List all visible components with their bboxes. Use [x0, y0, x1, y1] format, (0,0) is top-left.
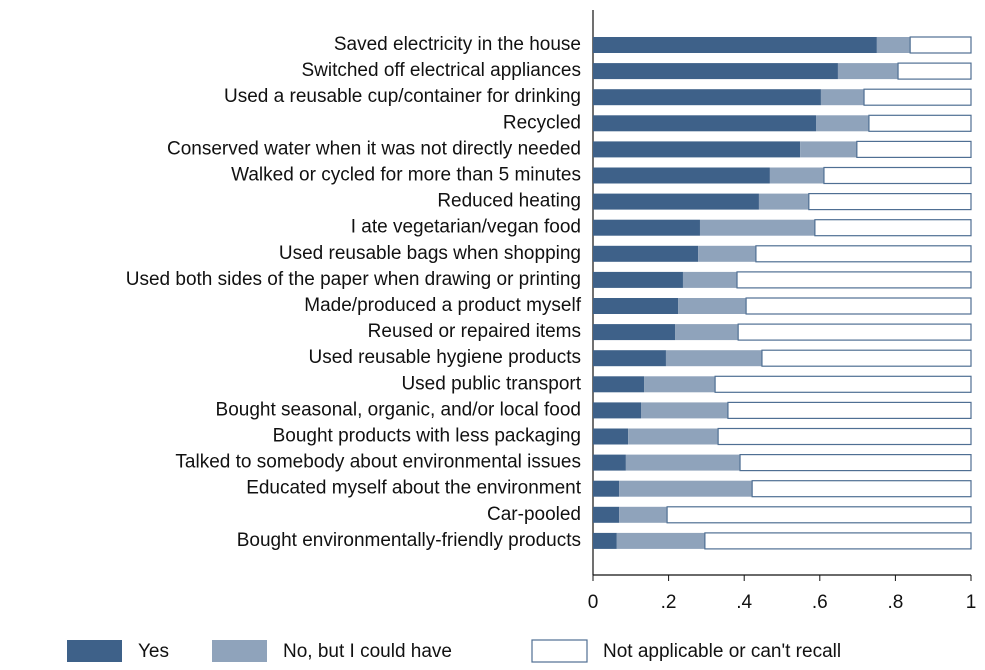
- bar-segment: [593, 37, 877, 53]
- bar-segment: [800, 141, 857, 158]
- bar-segment: [816, 115, 869, 132]
- x-tick-label: 0: [588, 592, 599, 613]
- bar-segment: [909, 36, 972, 54]
- x-tick-label: .6: [812, 592, 828, 613]
- y-tick-label: Conserved water when it was not directly…: [167, 138, 581, 159]
- bar-segment: [619, 506, 668, 523]
- bar-segment: [593, 454, 626, 471]
- y-tick-label: Reused or repaired items: [368, 321, 581, 342]
- bar-segment: [736, 271, 972, 289]
- y-tick-label: I ate vegetarian/vegan food: [351, 217, 581, 238]
- bar-segment: [769, 167, 824, 184]
- y-tick-label: Talked to somebody about environmental i…: [175, 452, 581, 473]
- bar-segment: [593, 480, 620, 497]
- legend-label: No, but I could have: [283, 641, 452, 662]
- bar-segment: [665, 350, 762, 367]
- legend-label: Yes: [138, 641, 169, 662]
- bar-segment: [823, 166, 972, 185]
- bar-segment: [644, 376, 716, 393]
- y-tick-label: Bought products with less packaging: [273, 426, 581, 447]
- legend-swatch: [67, 640, 122, 662]
- bar-segment: [593, 376, 645, 393]
- bar-segment: [761, 349, 972, 367]
- bar-segment: [593, 219, 700, 236]
- y-tick-label: Walked or cycled for more than 5 minutes: [231, 165, 581, 186]
- bar-segment: [897, 62, 972, 80]
- y-tick-label: Saved electricity in the house: [334, 34, 581, 55]
- bar-segment: [751, 480, 972, 498]
- legend-label: Not applicable or can't recall: [603, 641, 841, 662]
- y-tick-label: Used reusable bags when shopping: [279, 243, 581, 264]
- bar-segment: [717, 427, 972, 446]
- y-tick-label: Bought seasonal, organic, and/or local f…: [216, 399, 581, 420]
- bar-segment: [758, 193, 809, 210]
- bar-segment: [593, 402, 642, 419]
- bar-segment: [856, 140, 972, 158]
- bar-segment: [820, 89, 865, 106]
- bar-segment: [675, 324, 739, 341]
- y-tick-label: Switched off electrical appliances: [301, 60, 581, 81]
- legend-swatch: [531, 639, 588, 663]
- bar-segment: [868, 114, 972, 132]
- bar-segment: [593, 298, 679, 314]
- y-tick-label: Car-pooled: [487, 504, 581, 525]
- y-tick-label: Bought environmentally-friendly products: [237, 530, 581, 551]
- bar-segment: [699, 219, 815, 236]
- y-tick-label: Used a reusable cup/container for drinki…: [224, 86, 581, 107]
- bar-segment: [704, 532, 972, 550]
- legend-swatch: [212, 640, 267, 662]
- y-tick-label: Recycled: [503, 112, 581, 133]
- y-tick-label: Educated myself about the environment: [246, 478, 582, 499]
- x-tick-label: .8: [887, 592, 903, 613]
- y-tick-label: Used public transport: [401, 373, 581, 394]
- bar-segment: [814, 219, 972, 237]
- bar-segment: [628, 428, 719, 445]
- bar-segment: [641, 402, 728, 419]
- x-tick-label: .2: [661, 592, 677, 613]
- x-tick-label: .4: [736, 592, 752, 613]
- bar-segment: [593, 167, 770, 184]
- bar-segment: [808, 193, 972, 211]
- bar-segment: [593, 89, 821, 106]
- bar-segment: [619, 480, 753, 497]
- bar-segment: [593, 245, 699, 262]
- bar-segment: [739, 454, 972, 472]
- y-tick-label: Made/produced a product myself: [304, 295, 581, 316]
- bar-segment: [593, 141, 801, 158]
- bar-segment: [737, 323, 972, 341]
- bar-segment: [745, 297, 972, 315]
- x-tick-label: 1: [966, 592, 977, 613]
- bar-segment: [593, 532, 617, 549]
- bar-segment: [863, 88, 972, 106]
- y-tick-label: Reduced heating: [437, 191, 581, 212]
- bar-segment: [593, 324, 676, 341]
- bar-segment: [727, 401, 972, 419]
- bar-segment: [698, 245, 756, 262]
- bar-segment: [593, 350, 666, 367]
- bar-segment: [625, 454, 741, 471]
- bar-segment: [593, 506, 620, 523]
- bar-segment: [593, 271, 683, 288]
- bar-segment: [593, 115, 817, 132]
- y-tick-label: Used reusable hygiene products: [308, 347, 581, 368]
- bar-segment: [593, 193, 759, 210]
- bar-segment: [593, 63, 838, 80]
- bar-segment: [593, 428, 629, 445]
- bar-segment: [616, 532, 705, 549]
- bar-segment: [682, 271, 738, 288]
- bar-segment: [837, 63, 899, 80]
- bar-segment: [714, 375, 972, 393]
- bar-segment: [666, 506, 972, 524]
- y-tick-label: Used both sides of the paper when drawin…: [126, 269, 581, 290]
- bar-segment: [755, 245, 972, 263]
- bar-segment: [876, 37, 911, 53]
- bar-segment: [678, 298, 747, 314]
